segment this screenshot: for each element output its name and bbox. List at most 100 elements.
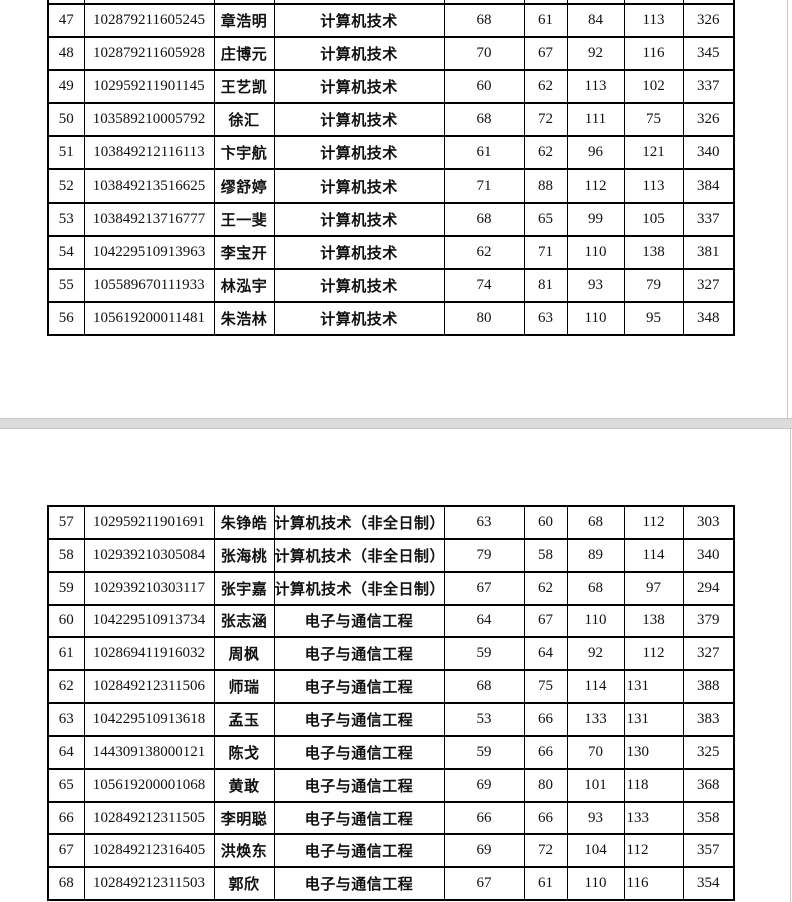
- cell-s1: 69: [443, 833, 525, 869]
- cell-total: 357: [682, 833, 735, 869]
- cell-total: 326: [682, 2, 735, 39]
- cell-id: 102849212311506: [83, 669, 215, 705]
- cell-s4: 118: [623, 767, 684, 803]
- cell-major: 计算机技术: [273, 2, 445, 39]
- cell-s2: 61: [523, 2, 568, 39]
- cell-s1: 74: [443, 267, 525, 303]
- page-2: 57 102959211901691 朱铮皓 计算机技术（非全日制） 63 60 68 112…: [0, 429, 791, 902]
- cell-s3: 112: [566, 168, 625, 204]
- cell-no: 53: [47, 201, 85, 237]
- cell-total: 340: [682, 537, 735, 573]
- cell-no: 64: [47, 734, 85, 770]
- cell-id: 104229510913734: [83, 603, 215, 639]
- table-row: 55 105589670111933 林泓宇 计算机技术 74 81 93 79 327: [47, 267, 735, 303]
- cell-s2: 72: [523, 102, 568, 138]
- cell-major: 计算机技术: [273, 300, 445, 336]
- cell-id: 102849212311503: [83, 866, 215, 902]
- cell-s4: 116: [623, 36, 684, 72]
- cell-total: 384: [682, 168, 735, 204]
- cell-name: 徐汇: [213, 102, 275, 138]
- table-row: 51 103849212116113 卞宇航 计算机技术 61 62 96 121 340: [47, 135, 735, 171]
- cell-s4: 79: [623, 267, 684, 303]
- cell-no: 49: [47, 69, 85, 105]
- cell-total: 381: [682, 234, 735, 270]
- cell-name: 卞宇航: [213, 135, 275, 171]
- cell-no: 54: [47, 234, 85, 270]
- cell-major: 电子与通信工程: [273, 669, 445, 705]
- table-row-cutoff: [47, 0, 735, 5]
- cell-major: 计算机技术: [273, 201, 445, 237]
- table-row: 49 102959211901145 王艺凯 计算机技术 60 62 113 102 337: [47, 69, 735, 105]
- cell-total: 348: [682, 300, 735, 336]
- cell-s2: 66: [523, 702, 568, 737]
- cell-s3: 110: [566, 300, 625, 336]
- cell-no: 63: [47, 702, 85, 737]
- cell-total: 337: [682, 69, 735, 105]
- table-row: 54 104229510913963 李宝开 计算机技术 62 71 110 138 381: [47, 234, 735, 270]
- table-row: 59 102939210303117 张宇嘉 计算机技术（非全日制） 67 62 68 97 2…: [47, 570, 735, 606]
- cell-total: 358: [682, 800, 735, 836]
- cell-total: 303: [682, 505, 735, 540]
- cell-total: 337: [682, 201, 735, 237]
- table-body: 57 102959211901691 朱铮皓 计算机技术（非全日制） 63 60 68 112…: [47, 505, 735, 902]
- table-row: 64 144309138000121 陈戈 电子与通信工程 59 66 70 130 325: [47, 734, 735, 770]
- cell-s1: 68: [443, 2, 525, 39]
- cell-empty: [682, 0, 735, 5]
- cell-s2: 65: [523, 201, 568, 237]
- cell-id: 102959211901691: [83, 505, 215, 540]
- cell-no: 47: [47, 2, 85, 39]
- cell-s4: 114: [623, 537, 684, 573]
- cell-s1: 60: [443, 69, 525, 105]
- cell-s3: 113: [566, 69, 625, 105]
- table-row: 60 104229510913734 张志涵 电子与通信工程 64 67 110 138 379: [47, 603, 735, 639]
- cell-s1: 53: [443, 702, 525, 737]
- cell-name: 陈戈: [213, 734, 275, 770]
- cell-s2: 66: [523, 800, 568, 836]
- cell-s3: 101: [566, 767, 625, 803]
- cell-s1: 70: [443, 36, 525, 72]
- cell-id: 105589670111933: [83, 267, 215, 303]
- cell-s3: 68: [566, 570, 625, 606]
- cell-total: 327: [682, 267, 735, 303]
- table-row: 48 102879211605928 庄博元 计算机技术 70 67 92 116 345: [47, 36, 735, 72]
- cell-name: 林泓宇: [213, 267, 275, 303]
- cell-s4: 138: [623, 603, 684, 639]
- page-separator: [0, 418, 792, 429]
- cell-major: 计算机技术: [273, 102, 445, 138]
- cell-s3: 110: [566, 234, 625, 270]
- cell-s1: 66: [443, 800, 525, 836]
- cell-name: 朱铮皓: [213, 505, 275, 540]
- cell-s1: 68: [443, 669, 525, 705]
- table-row: 50 103589210005792 徐汇 计算机技术 68 72 111 75 326: [47, 102, 735, 138]
- cell-s3: 111: [566, 102, 625, 138]
- cell-no: 61: [47, 636, 85, 672]
- table-row: 62 102849212311506 师瑞 电子与通信工程 68 75 114 131 388: [47, 669, 735, 705]
- cell-major: 计算机技术: [273, 69, 445, 105]
- cell-s3: 96: [566, 135, 625, 171]
- cell-s3: 93: [566, 800, 625, 836]
- cell-s1: 63: [443, 505, 525, 540]
- cell-s3: 110: [566, 866, 625, 902]
- cell-s1: 61: [443, 135, 525, 171]
- cell-id: 103589210005792: [83, 102, 215, 138]
- cell-no: 58: [47, 537, 85, 573]
- cell-no: 57: [47, 505, 85, 540]
- cell-s4: 97: [623, 570, 684, 606]
- cell-major: 电子与通信工程: [273, 800, 445, 836]
- cell-s3: 99: [566, 201, 625, 237]
- cell-total: 325: [682, 734, 735, 770]
- cell-no: 56: [47, 300, 85, 336]
- cell-s4: 105: [623, 201, 684, 237]
- scores-table-page-2: 57 102959211901691 朱铮皓 计算机技术（非全日制） 63 60 68 112…: [47, 505, 735, 902]
- table-row: 67 102849212316405 洪焕东 电子与通信工程 69 72 104 112 357: [47, 833, 735, 869]
- cell-s3: 68: [566, 505, 625, 540]
- cell-major: 电子与通信工程: [273, 734, 445, 770]
- cell-total: 327: [682, 636, 735, 672]
- table-row: 65 105619200001068 黄敢 电子与通信工程 69 80 101 118 368: [47, 767, 735, 803]
- cell-name: 张志涵: [213, 603, 275, 639]
- cell-major: 电子与通信工程: [273, 833, 445, 869]
- cell-name: 缪舒婷: [213, 168, 275, 204]
- cell-no: 60: [47, 603, 85, 639]
- cell-name: 黄敢: [213, 767, 275, 803]
- cell-s3: 70: [566, 734, 625, 770]
